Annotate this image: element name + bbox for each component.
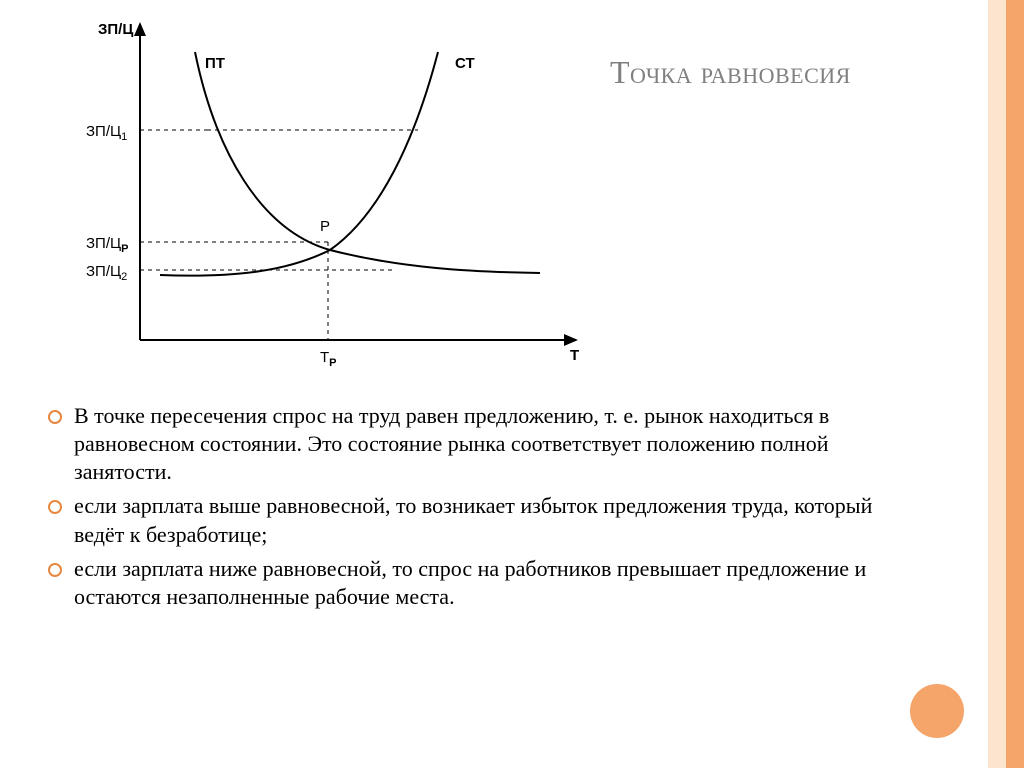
demand-curve (195, 52, 540, 273)
list-item: если зарплата ниже равновесной, то спрос… (40, 555, 928, 611)
y-axis-label: ЗП/Ц (98, 21, 133, 38)
decor-stripe-inner (988, 0, 1006, 768)
slide-body: ЗП/Ц Т ЗП/Ц1 ЗП/ЦР ЗП/Ц2 (0, 0, 988, 768)
x-axis-label: Т (570, 347, 579, 364)
supply-curve (160, 52, 438, 276)
y-tick-1: ЗП/Ц1 (86, 123, 127, 143)
decor-circle (910, 684, 964, 738)
decor-stripe-outer (1006, 0, 1024, 768)
equilibrium-label: Р (320, 218, 330, 235)
x-tick-p: ТР (320, 349, 337, 369)
bullet-list: В точке пересечения спрос на труд равен … (40, 402, 948, 611)
y-tick-2: ЗП/Ц2 (86, 263, 127, 283)
y-tick-p: ЗП/ЦР (86, 235, 128, 255)
svg-text:ЗП/Ц1: ЗП/Ц1 (86, 123, 127, 143)
title-box: Точка равновесия (600, 20, 851, 95)
equilibrium-chart: ЗП/Ц Т ЗП/Ц1 ЗП/ЦР ЗП/Ц2 (40, 20, 600, 390)
supply-curve-label: СТ (455, 55, 475, 72)
list-item: В точке пересечения спрос на труд равен … (40, 402, 928, 486)
demand-curve-label: ПТ (205, 55, 225, 72)
svg-text:ЗП/Ц2: ЗП/Ц2 (86, 263, 127, 283)
list-item: если зарплата выше равновесной, то возни… (40, 492, 928, 548)
svg-text:ЗП/ЦР: ЗП/ЦР (86, 235, 128, 255)
slide-title: Точка равновесия (610, 50, 851, 95)
top-row: ЗП/Ц Т ЗП/Ц1 ЗП/ЦР ЗП/Ц2 (40, 20, 948, 390)
